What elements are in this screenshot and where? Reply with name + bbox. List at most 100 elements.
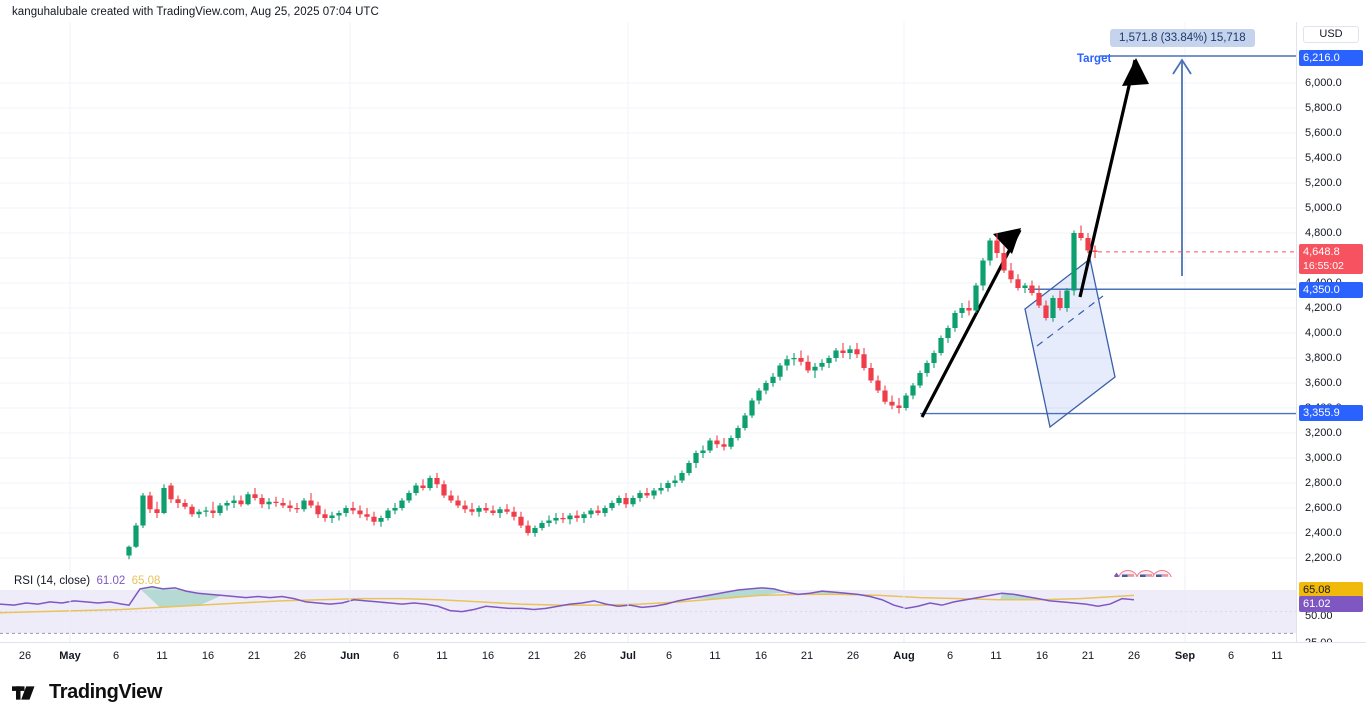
candlestick	[392, 508, 398, 511]
last-price-badge[interactable]: 4,648.8 16:55:02	[1299, 244, 1363, 274]
candlestick	[161, 488, 167, 513]
candlestick	[609, 503, 615, 508]
time-axis-tick: 6	[946, 650, 954, 662]
candlestick	[455, 500, 461, 506]
candlestick	[378, 518, 384, 522]
candlestick	[917, 373, 923, 386]
time-axis[interactable]: 26 May 6 11 16 21 26 Jun 6 11 16 21 26 Jul 6 11 16 21 26 Au…	[0, 642, 1366, 670]
candlestick	[749, 400, 755, 416]
candlestick	[630, 498, 636, 505]
candlestick	[497, 509, 503, 513]
time-axis-tick: Jun	[340, 650, 360, 662]
price-axis-tick: 3,000.0	[1305, 452, 1342, 464]
badge-primary-text: 6,216.0	[1303, 52, 1340, 64]
candlestick	[252, 494, 258, 498]
time-axis-tick: 16	[1035, 650, 1049, 662]
candlestick	[952, 313, 958, 328]
candlestick	[315, 505, 321, 515]
economic-event-marker	[1136, 569, 1156, 577]
resistance-price-badge[interactable]: 4,350.0	[1299, 282, 1363, 298]
price-axis-tick: 5,600.0	[1305, 127, 1342, 139]
candlestick	[665, 483, 671, 488]
candlestick	[833, 350, 839, 358]
candlestick	[189, 506, 195, 515]
candlestick	[1029, 285, 1035, 293]
candlestick	[623, 498, 629, 505]
rsi-ma-badge[interactable]: 65.08	[1299, 582, 1363, 598]
candlestick	[245, 494, 251, 505]
candlestick	[539, 523, 545, 528]
time-axis-tick: 26	[573, 650, 587, 662]
rsi-legend-title: RSI (14, close)	[14, 575, 91, 587]
candlestick	[504, 509, 510, 512]
price-axis-tick: 5,000.0	[1305, 202, 1342, 214]
candlestick	[343, 508, 349, 513]
candlestick-plot[interactable]	[0, 22, 1296, 577]
candlestick	[490, 510, 496, 513]
candlestick	[847, 349, 853, 353]
candlestick	[1064, 290, 1070, 308]
rsi-divergence-fill	[140, 586, 222, 608]
rsi-divergence-fill	[690, 587, 786, 599]
tradingview-wordmark: TradingView	[49, 681, 163, 703]
target-price-badge[interactable]: 6,216.0	[1299, 50, 1363, 66]
price-axis[interactable]: USD 6,000.0 5,800.0 5,600.0 5,400.0 5,200.0 5…	[1296, 22, 1366, 649]
candlestick	[1001, 253, 1007, 271]
candlestick	[301, 500, 307, 510]
candlestick	[994, 240, 1000, 253]
candlestick	[546, 520, 552, 523]
candlestick	[476, 508, 482, 512]
time-axis-tick: 16	[201, 650, 215, 662]
candlestick	[196, 511, 202, 515]
candlestick	[203, 510, 209, 512]
candlestick	[679, 473, 685, 481]
candlestick	[1085, 238, 1091, 251]
candlestick	[147, 495, 153, 510]
support-price-badge[interactable]: 3,355.9	[1299, 405, 1363, 421]
candlestick	[637, 493, 643, 498]
candlestick	[308, 500, 314, 506]
candlestick	[1008, 270, 1014, 280]
tradingview-branding: TradingView	[12, 681, 162, 704]
price-axis-tick: 50.00	[1305, 610, 1333, 622]
price-chart-pane[interactable]	[0, 22, 1296, 577]
time-axis-tick: 6	[392, 650, 400, 662]
candlestick	[1050, 298, 1056, 318]
measure-tool-box[interactable]: 1,571.8 (33.84%) 15,718	[1110, 29, 1255, 47]
badge-primary-text: 65.08	[1303, 584, 1331, 596]
rsi-value-badge[interactable]: 61.02	[1299, 596, 1363, 612]
measure-arrow-head	[1172, 58, 1192, 75]
candlestick	[959, 308, 965, 313]
candlestick	[1092, 250, 1098, 252]
price-axis-tick: 4,200.0	[1305, 302, 1342, 314]
candlestick	[259, 498, 265, 505]
candlestick	[581, 514, 587, 518]
candlestick	[350, 508, 356, 511]
price-axis-tick: 5,200.0	[1305, 177, 1342, 189]
candlestick	[1071, 233, 1077, 291]
rsi-indicator-pane[interactable]	[0, 577, 1296, 642]
price-axis-tick: 6,000.0	[1305, 77, 1342, 89]
sparkle-icon	[1114, 572, 1119, 577]
rsi-legend[interactable]: RSI (14, close) 61.02 65.08	[14, 575, 160, 587]
candlestick	[1022, 285, 1028, 288]
candlestick	[924, 363, 930, 373]
candlestick	[973, 285, 979, 311]
candlestick	[707, 440, 713, 451]
time-axis-tick: 21	[1081, 650, 1095, 662]
candlestick	[644, 493, 650, 496]
price-axis-tick: 2,800.0	[1305, 477, 1342, 489]
candlestick	[903, 395, 909, 408]
candlestick	[896, 405, 902, 408]
candlestick	[602, 508, 608, 513]
rsi-plot[interactable]	[0, 577, 1296, 642]
candlestick	[399, 500, 405, 508]
candlestick	[889, 401, 895, 406]
time-axis-tick: Aug	[893, 650, 915, 662]
time-axis-tick: 26	[293, 650, 307, 662]
time-axis-tick: 6	[665, 650, 673, 662]
target-annotation-label[interactable]: Target	[1077, 53, 1112, 65]
candlestick	[777, 365, 783, 377]
candlestick	[987, 240, 993, 261]
candlestick	[693, 453, 699, 463]
